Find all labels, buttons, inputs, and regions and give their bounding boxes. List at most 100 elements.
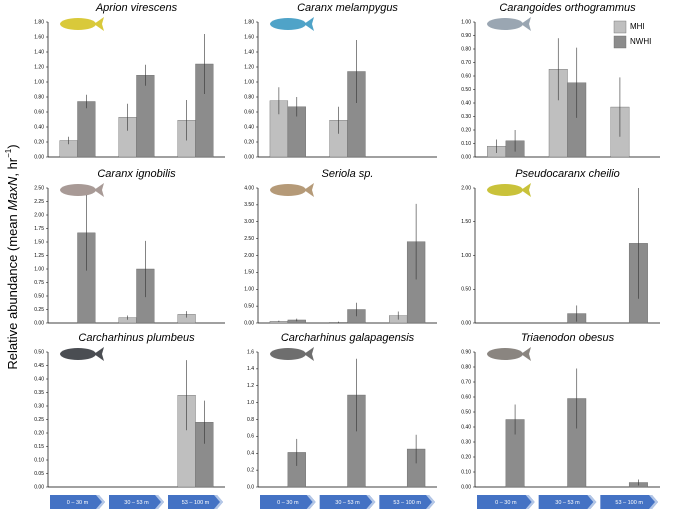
category-chevron <box>155 495 164 509</box>
fish-icon <box>487 184 523 196</box>
category-box <box>168 495 223 509</box>
category-chevron <box>306 495 316 509</box>
y-tick-label: 1.00 <box>461 19 471 25</box>
y-tick-label: 0.10 <box>34 457 44 463</box>
y-tick-label: 0.40 <box>34 124 44 130</box>
y-tick-label: 0.35 <box>34 390 44 396</box>
y-tick-label: 1.75 <box>34 226 44 232</box>
y-tick-label: 0.50 <box>244 303 254 309</box>
panel-title: Caranx ignobilis <box>97 168 176 180</box>
y-label-part: ) <box>5 144 20 148</box>
fish-icon <box>487 348 523 360</box>
fish-tail <box>94 183 104 197</box>
y-tick-label: 0.2 <box>247 467 254 473</box>
y-tick-label: 1.00 <box>244 79 254 85</box>
y-tick-label: 1.2 <box>247 383 254 389</box>
category-label: 53 – 100 m <box>182 500 210 506</box>
category-chevron <box>587 495 597 509</box>
y-tick-label: 0.40 <box>244 124 254 130</box>
legend-label: MHI <box>630 22 645 31</box>
y-tick-label: 1.00 <box>244 287 254 293</box>
y-tick-label: 0.0 <box>247 484 254 490</box>
y-tick-label: 0.20 <box>34 430 44 436</box>
y-tick-label: 0.40 <box>461 100 471 106</box>
y-tick-label: 0.70 <box>461 60 471 66</box>
y-tick-label: 1.80 <box>34 19 44 25</box>
y-tick-label: 0.00 <box>34 320 44 326</box>
y-tick-label: 2.25 <box>34 199 44 205</box>
y-tick-label: 1.00 <box>461 253 471 259</box>
y-tick-label: 1.00 <box>34 266 44 272</box>
bar <box>136 75 155 158</box>
y-tick-label: 1.50 <box>461 219 471 225</box>
y-tick-label: 0.90 <box>461 33 471 39</box>
y-tick-label: 0.50 <box>34 293 44 299</box>
y-tick-label: 0.00 <box>244 154 254 160</box>
y-tick-label: 0.30 <box>461 439 471 445</box>
y-tick-label: 1.80 <box>244 19 254 25</box>
y-tick-label: 0.60 <box>461 73 471 79</box>
y-label-part: , hr <box>5 157 20 176</box>
category-label: 30 – 53 m <box>555 500 580 506</box>
y-tick-label: 0.80 <box>244 94 254 100</box>
fish-tail <box>304 347 314 361</box>
y-tick-label: 0.60 <box>244 109 254 115</box>
panel-title: Pseudocaranx cheilio <box>515 168 620 180</box>
y-tick-label: 2.00 <box>34 212 44 218</box>
fish-tail <box>521 17 531 31</box>
fish-tail <box>304 17 314 31</box>
panel-title: Triaenodon obesus <box>521 332 615 344</box>
fish-icon <box>60 18 96 30</box>
category-label: 30 – 53 m <box>335 500 360 506</box>
y-tick-label: 0.20 <box>461 127 471 133</box>
y-tick-label: 0.00 <box>461 154 471 160</box>
category-label: 30 – 53 m <box>124 500 149 506</box>
panel-title: Carangoides orthogrammus <box>499 2 636 14</box>
fish-icon <box>60 348 96 360</box>
fish-tail <box>304 183 314 197</box>
y-tick-label: 1.20 <box>244 64 254 70</box>
y-tick-label: 1.6 <box>247 349 254 355</box>
category-box <box>477 495 535 509</box>
panel-title: Aprion virescens <box>95 2 178 14</box>
y-tick-label: 0.20 <box>34 139 44 145</box>
y-tick-label: 2.00 <box>461 185 471 191</box>
y-axis-label: Relative abundance (mean MaxN, hr−1) <box>4 144 20 369</box>
y-tick-label: 0.4 <box>247 451 254 457</box>
y-tick-label: 1.25 <box>34 253 44 259</box>
y-tick-label: 0.70 <box>461 379 471 385</box>
fish-icon <box>60 184 96 196</box>
y-tick-label: 0.45 <box>34 363 44 369</box>
fish-tail <box>94 347 104 361</box>
y-tick-label: 0.80 <box>461 46 471 52</box>
fish-icon <box>270 184 306 196</box>
category-chevron <box>96 495 105 509</box>
y-tick-label: 0.00 <box>461 484 471 490</box>
y-tick-label: 0.00 <box>244 320 254 326</box>
y-tick-label: 0.90 <box>461 349 471 355</box>
y-tick-label: 0.50 <box>461 87 471 93</box>
y-tick-label: 3.00 <box>244 219 254 225</box>
panel-title: Carcharhinus galapagensis <box>281 332 415 344</box>
category-chevron <box>426 495 435 509</box>
y-tick-label: 0.50 <box>461 409 471 415</box>
y-tick-label: 0.80 <box>461 364 471 370</box>
y-tick-label: 0.40 <box>461 424 471 430</box>
y-tick-label: 0.25 <box>34 417 44 423</box>
y-tick-label: 0.15 <box>34 444 44 450</box>
y-tick-label: 0.60 <box>461 394 471 400</box>
legend-swatch <box>613 20 627 34</box>
y-tick-label: 1.50 <box>34 239 44 245</box>
category-label: 0 – 30 m <box>67 500 89 506</box>
y-tick-label: 0.60 <box>34 109 44 115</box>
y-tick-label: 1.40 <box>34 49 44 55</box>
category-label: 53 – 100 m <box>393 500 421 506</box>
y-tick-label: 1.60 <box>244 34 254 40</box>
category-box <box>538 495 597 509</box>
y-tick-label: 1.0 <box>247 400 254 406</box>
y-tick-label: 1.60 <box>34 34 44 40</box>
category-box <box>600 495 658 509</box>
legend-label: NWHI <box>630 37 651 46</box>
category-box <box>379 495 435 509</box>
category-chevron <box>649 495 658 509</box>
